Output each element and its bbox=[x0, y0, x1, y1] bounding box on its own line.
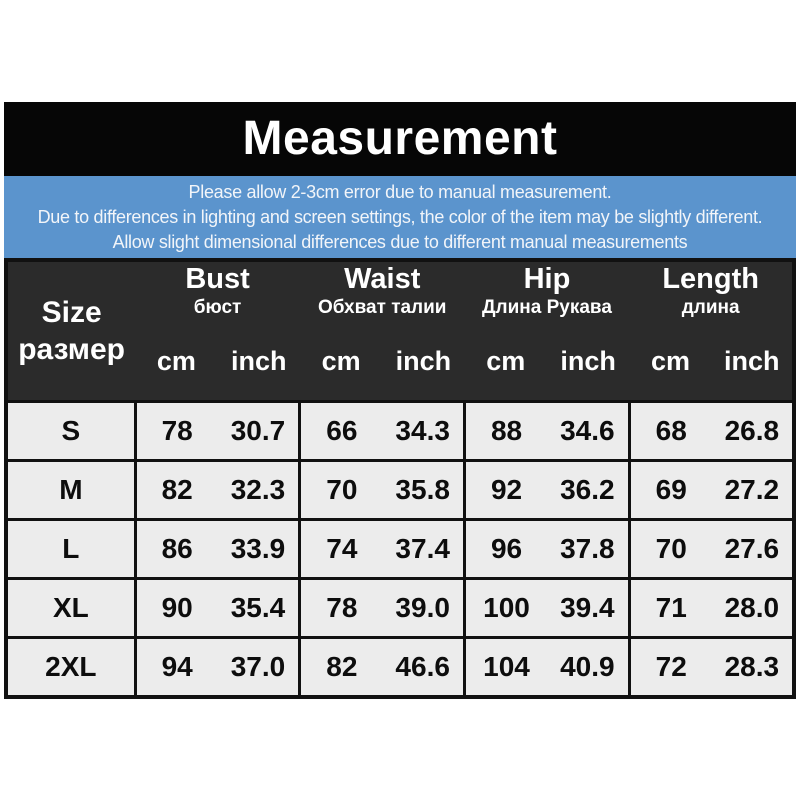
measurement-value-cell: 70 bbox=[627, 518, 712, 579]
measurement-value-cell: 37.8 bbox=[546, 518, 630, 579]
measurement-value-cell: 37.4 bbox=[382, 518, 465, 579]
unit-header: inch bbox=[382, 346, 465, 402]
group-column-header: Waist Обхват талии bbox=[299, 260, 465, 346]
size-cell: XL bbox=[6, 577, 136, 638]
unit-header: cm bbox=[464, 346, 547, 402]
measurement-value-cell: 27.2 bbox=[711, 459, 794, 520]
size-cell: S bbox=[6, 400, 136, 461]
size-cell: 2XL bbox=[6, 636, 136, 697]
measurement-value-cell: 69 bbox=[627, 459, 712, 520]
measurement-value-cell: 92 bbox=[463, 459, 547, 520]
measurement-value-cell: 71 bbox=[627, 577, 712, 638]
measurement-value-cell: 30.7 bbox=[217, 400, 300, 461]
group-header-sublabel: бюст bbox=[193, 297, 242, 318]
measurement-value-cell: 37.0 bbox=[217, 636, 300, 697]
size-header-sublabel: размер bbox=[18, 333, 125, 366]
table-header: Size размер Bust бюст Waist Обхват талии Hip… bbox=[6, 260, 794, 402]
measurement-value-cell: 94 bbox=[133, 636, 218, 697]
measurement-value-cell: 28.0 bbox=[711, 577, 794, 638]
table-body: S 78 30.7 66 34.3 88 34.6 68 26.8 M 82 32.3 70 35.8 92… bbox=[6, 400, 794, 697]
measurement-value-cell: 104 bbox=[463, 636, 547, 697]
table-row: 2XL 94 37.0 82 46.6 104 40.9 72 28.3 bbox=[6, 636, 794, 697]
unit-header: cm bbox=[135, 346, 218, 402]
group-header-label: Waist bbox=[344, 263, 421, 295]
group-header-sublabel: Длина Рукава bbox=[481, 297, 612, 318]
measurement-value-cell: 35.8 bbox=[382, 459, 465, 520]
unit-header-row: cm inch cm inch cm inch cm inch bbox=[6, 346, 794, 402]
measurement-value-cell: 82 bbox=[133, 459, 218, 520]
measurement-value-cell: 33.9 bbox=[217, 518, 300, 579]
unit-header: inch bbox=[217, 346, 300, 402]
measurement-value-cell: 82 bbox=[298, 636, 383, 697]
group-column-header: Bust бюст bbox=[135, 260, 300, 346]
measurement-value-cell: 28.3 bbox=[711, 636, 794, 697]
unit-header: inch bbox=[546, 346, 630, 402]
unit-header: cm bbox=[629, 346, 712, 402]
measurement-value-cell: 70 bbox=[298, 459, 383, 520]
group-header-sublabel: Обхват талии bbox=[318, 297, 447, 318]
title-band: Measurement bbox=[4, 102, 796, 176]
measurement-value-cell: 39.0 bbox=[382, 577, 465, 638]
size-header-label: Size bbox=[41, 296, 102, 329]
group-header-sublabel: длина bbox=[681, 297, 740, 318]
measurement-value-cell: 32.3 bbox=[217, 459, 300, 520]
measurement-value-cell: 74 bbox=[298, 518, 383, 579]
group-column-header: Hip Длина Рукава bbox=[464, 260, 630, 346]
table-row: XL 90 35.4 78 39.0 100 39.4 71 28.0 bbox=[6, 577, 794, 638]
unit-header: inch bbox=[711, 346, 794, 402]
group-header-label: Bust bbox=[185, 263, 250, 295]
measurement-value-cell: 100 bbox=[463, 577, 547, 638]
notice-banner: Please allow 2-3cm error due to manual m… bbox=[4, 176, 796, 258]
group-header-row: Size размер Bust бюст Waist Обхват талии Hip… bbox=[6, 260, 794, 402]
measurement-value-cell: 27.6 bbox=[711, 518, 794, 579]
measurement-value-cell: 90 bbox=[133, 577, 218, 638]
size-cell: M bbox=[6, 459, 136, 520]
measurement-sheet: Measurement Please allow 2-3cm error due… bbox=[4, 102, 796, 699]
measurement-value-cell: 78 bbox=[298, 577, 383, 638]
notice-line: Allow slight dimensional differences due… bbox=[112, 231, 688, 252]
measurement-value-cell: 46.6 bbox=[382, 636, 465, 697]
notice-line: Please allow 2-3cm error due to manual m… bbox=[188, 181, 612, 202]
measurement-value-cell: 35.4 bbox=[217, 577, 300, 638]
measurement-value-cell: 34.3 bbox=[382, 400, 465, 461]
table-row: M 82 32.3 70 35.8 92 36.2 69 27.2 bbox=[6, 459, 794, 520]
notice-line: Due to differences in lighting and scree… bbox=[37, 206, 763, 227]
group-header-label: Length bbox=[662, 263, 759, 295]
measurement-value-cell: 36.2 bbox=[546, 459, 630, 520]
table-row: L 86 33.9 74 37.4 96 37.8 70 27.6 bbox=[6, 518, 794, 579]
unit-header: cm bbox=[299, 346, 383, 402]
page-title: Measurement bbox=[242, 112, 558, 165]
measurement-value-cell: 40.9 bbox=[546, 636, 630, 697]
measurement-value-cell: 96 bbox=[463, 518, 547, 579]
size-column-header: Size размер bbox=[6, 260, 136, 402]
group-header-label: Hip bbox=[523, 263, 571, 295]
measurement-value-cell: 26.8 bbox=[711, 400, 794, 461]
size-cell: L bbox=[6, 518, 136, 579]
table-row: S 78 30.7 66 34.3 88 34.6 68 26.8 bbox=[6, 400, 794, 461]
measurement-value-cell: 68 bbox=[627, 400, 712, 461]
size-chart-table: Size размер Bust бюст Waist Обхват талии Hip… bbox=[4, 258, 796, 699]
measurement-value-cell: 86 bbox=[133, 518, 218, 579]
measurement-value-cell: 34.6 bbox=[546, 400, 630, 461]
measurement-value-cell: 88 bbox=[463, 400, 547, 461]
measurement-value-cell: 72 bbox=[627, 636, 712, 697]
measurement-value-cell: 39.4 bbox=[546, 577, 630, 638]
group-column-header: Length длина bbox=[629, 260, 794, 346]
measurement-value-cell: 78 bbox=[133, 400, 218, 461]
measurement-value-cell: 66 bbox=[298, 400, 383, 461]
